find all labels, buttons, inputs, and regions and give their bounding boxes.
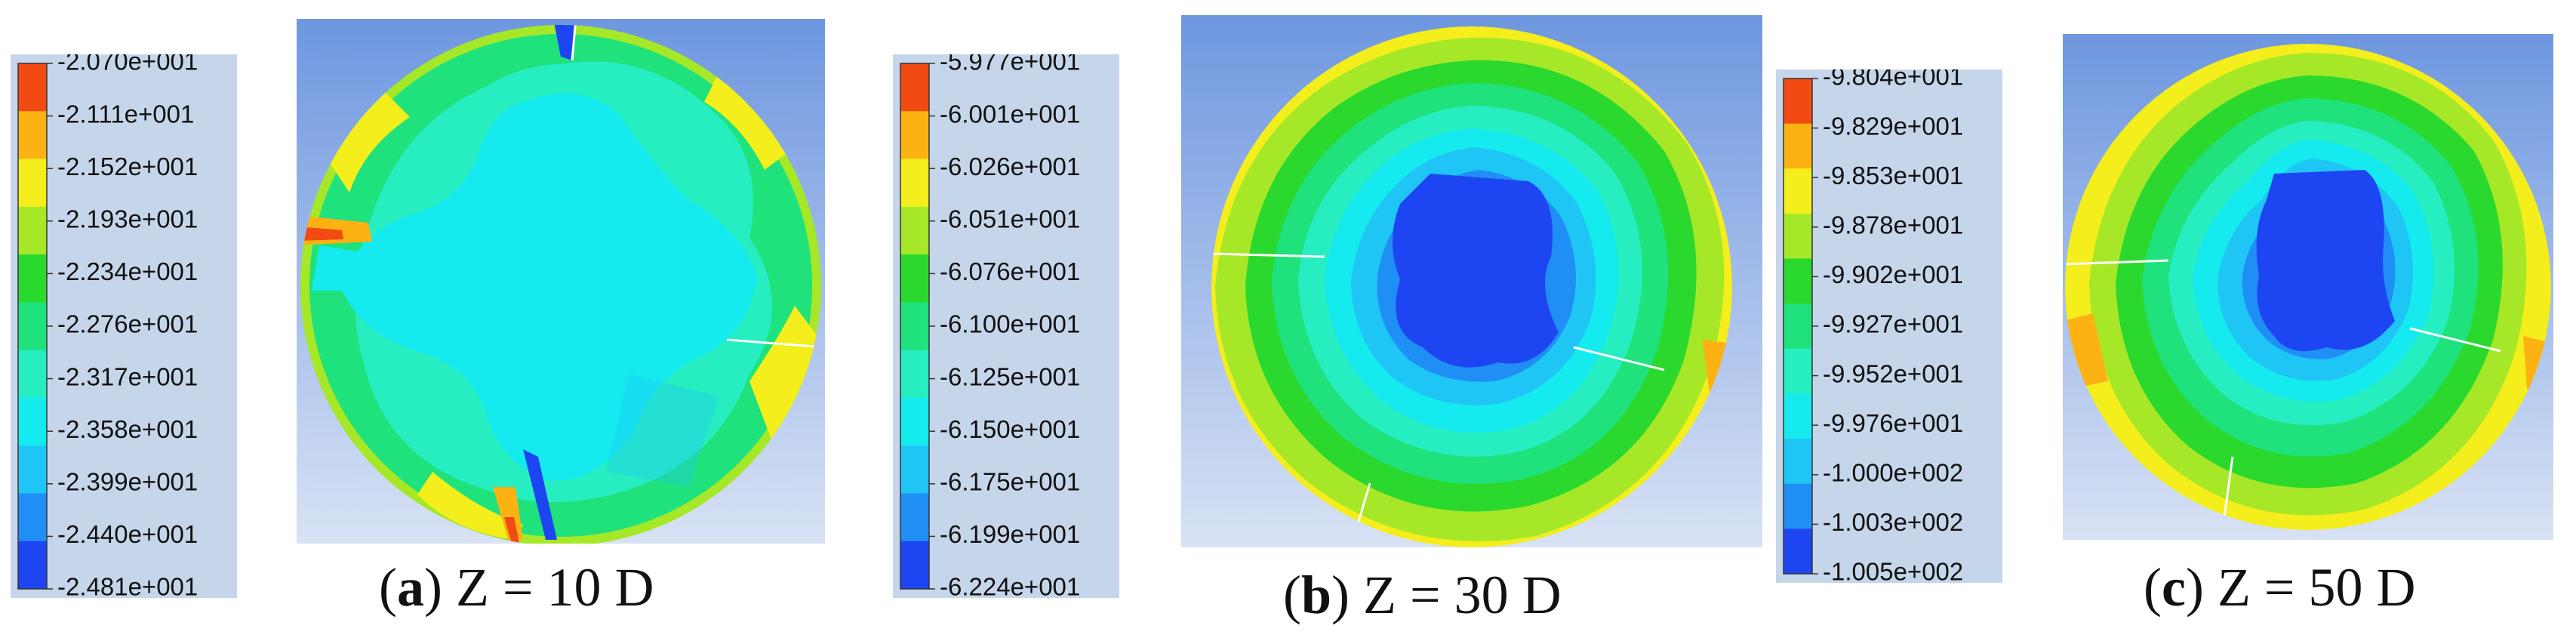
legend-c-svg: -9.804e+001 -9.829e+001 -9.853e+001 -9.878e…	[1776, 69, 2002, 583]
legend-swatch	[1784, 168, 1812, 214]
legend-tick-label: -6.224e+001	[940, 573, 1080, 598]
legend-swatch	[1784, 258, 1812, 304]
legend-tick-label: -6.199e+001	[940, 520, 1080, 548]
legend-b-svg: -5.977e+001 -6.001e+001 -6.026e+001 -6.051e…	[893, 54, 1119, 598]
legend-tick-label: -2.276e+001	[57, 310, 198, 338]
legend-swatch	[1784, 304, 1812, 350]
caption-a: (a) Z = 10 D	[379, 557, 654, 618]
legend-tick-label: -9.878e+001	[1823, 211, 1963, 239]
legend-swatch	[900, 350, 929, 399]
legend-tick-label: -2.070e+001	[57, 54, 198, 75]
caption-c: (c) Z = 50 D	[2144, 557, 2416, 618]
legend-swatch	[900, 206, 929, 255]
legend-swatch	[1784, 528, 1812, 575]
legend-tick-label: -2.440e+001	[57, 520, 198, 548]
legend-swatch	[18, 541, 47, 590]
legend-swatch	[900, 159, 929, 208]
legend-swatch	[18, 111, 47, 160]
contour-plot-b	[1181, 15, 1762, 547]
legend-tick-label: -2.317e+001	[57, 362, 198, 390]
legend-tick-label: -9.976e+001	[1823, 409, 1963, 437]
legend-tick-label: -2.358e+001	[57, 415, 198, 443]
legend-tick-label: -6.150e+001	[940, 415, 1080, 443]
legend-tick-label: -6.175e+001	[940, 468, 1080, 496]
legend-a-svg: -2.070e+001 -2.111e+001 -2.152e+001 -2.193e…	[11, 54, 237, 598]
legend-tick-label: -6.001e+001	[940, 100, 1080, 128]
legend-swatch	[1784, 393, 1812, 439]
contour-plot-c	[2063, 34, 2553, 540]
legend-tick-label: -6.051e+001	[940, 205, 1080, 233]
legend-swatch	[900, 111, 929, 160]
legend-swatch	[18, 445, 47, 494]
legend-c: -9.804e+001 -9.829e+001 -9.853e+001 -9.878e…	[1776, 69, 2002, 583]
legend-b: -5.977e+001 -6.001e+001 -6.026e+001 -6.051e…	[893, 54, 1119, 598]
legend-tick-label: -2.111e+001	[57, 100, 194, 128]
legend-swatch	[18, 159, 47, 208]
legend-tick-label: -2.193e+001	[57, 205, 198, 233]
legend-tick-label: -2.481e+001	[57, 573, 198, 598]
legend-swatch	[900, 541, 929, 590]
legend-tick-label: -9.902e+001	[1823, 260, 1963, 288]
legend-swatch	[900, 254, 929, 303]
caption-a-text: Z = 10 D	[455, 557, 654, 618]
legend-tick-label: -9.853e+001	[1823, 162, 1963, 190]
legend-swatch	[1784, 213, 1812, 260]
legend-tick-label: -9.804e+001	[1823, 69, 1963, 91]
legend-swatch	[18, 302, 47, 351]
legend-tick-label: -2.152e+001	[57, 153, 198, 180]
legend-swatch	[900, 397, 929, 446]
legend-swatch	[18, 254, 47, 303]
caption-b-text: Z = 30 D	[1363, 565, 1562, 625]
legend-tick-label: -6.100e+001	[940, 310, 1080, 338]
legend-tick-label: -2.234e+001	[57, 257, 198, 285]
legend-tick-label: -6.125e+001	[940, 362, 1080, 390]
legend-swatch	[1784, 123, 1812, 169]
disk-c	[2065, 44, 2551, 530]
legend-tick-label: -2.399e+001	[57, 468, 198, 496]
legend-tick-label: -9.952e+001	[1823, 359, 1963, 387]
legend-tick-label: -9.829e+001	[1823, 112, 1963, 140]
legend-tick-label: -1.003e+002	[1823, 508, 1963, 536]
caption-c-letter: c	[2161, 557, 2186, 618]
legend-swatch	[1784, 439, 1812, 485]
caption-b-letter: b	[1300, 565, 1332, 625]
legend-tick-label: -5.977e+001	[940, 54, 1080, 75]
legend-tick-label: -9.927e+001	[1823, 310, 1963, 338]
legend-swatch	[1784, 483, 1812, 529]
contour-plot-a	[297, 19, 825, 544]
legend-swatch	[1784, 348, 1812, 394]
legend-tick-label: -6.076e+001	[940, 257, 1080, 285]
legend-a: -2.070e+001 -2.111e+001 -2.152e+001 -2.193e…	[11, 54, 237, 598]
caption-c-text: Z = 50 D	[2217, 557, 2416, 618]
legend-swatch	[900, 493, 929, 542]
legend-swatch	[18, 397, 47, 446]
contour-plot-b-svg	[1181, 15, 1762, 547]
disk-b	[1211, 26, 1732, 547]
legend-swatch	[900, 302, 929, 351]
legend-tick-label: -6.026e+001	[940, 153, 1080, 180]
legend-swatch	[1784, 79, 1812, 125]
legend-swatch	[18, 350, 47, 399]
contour-plot-c-svg	[2063, 34, 2553, 540]
legend-swatch	[18, 493, 47, 542]
caption-a-letter: a	[396, 557, 424, 618]
legend-tick-label: -1.005e+002	[1823, 558, 1963, 583]
contour-plot-a-svg	[297, 19, 825, 544]
legend-swatch	[18, 206, 47, 255]
caption-b: (b) Z = 30 D	[1283, 565, 1562, 625]
legend-tick-label: -1.000e+002	[1823, 459, 1963, 487]
legend-swatch	[900, 445, 929, 494]
legend-swatch	[18, 63, 47, 112]
legend-swatch	[900, 63, 929, 112]
